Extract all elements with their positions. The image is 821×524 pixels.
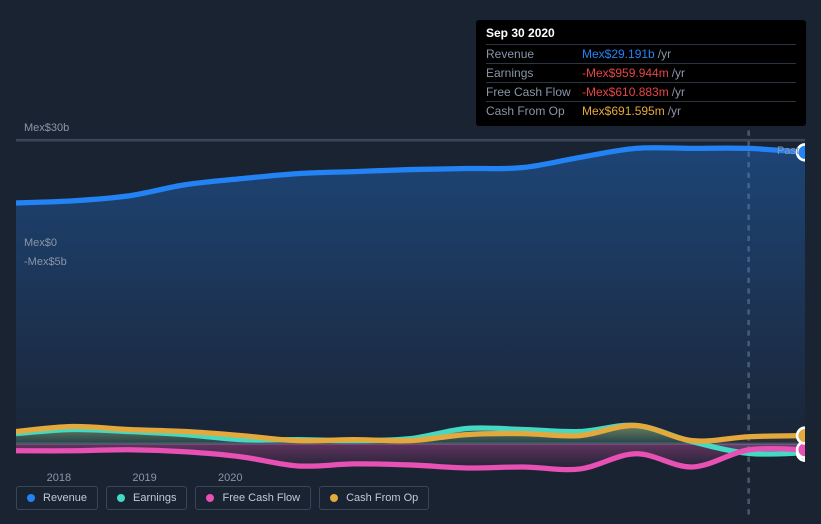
legend-dot <box>206 494 214 502</box>
legend-item[interactable]: Revenue <box>16 486 98 510</box>
tooltip-row-value: Mex$691.595m <box>582 104 665 118</box>
y-axis-label: Mex$0 <box>24 237 57 249</box>
legend-dot <box>330 494 338 502</box>
tooltip-row: Cash From OpMex$691.595m/yr <box>486 101 796 120</box>
x-axis-label: 2019 <box>132 472 156 484</box>
legend-label: Free Cash Flow <box>222 492 300 504</box>
tooltip-date: Sep 30 2020 <box>486 26 796 44</box>
y-axis-label: Mex$30b <box>24 122 69 134</box>
tooltip-row-value: -Mex$959.944m <box>582 66 669 80</box>
tooltip-row-unit: /yr <box>658 47 671 61</box>
tooltip-row-value: -Mex$610.883m <box>582 85 669 99</box>
chart: Mex$30bMex$0-Mex$5b 201820192020 Past <box>16 120 805 464</box>
legend-label: Earnings <box>133 492 176 504</box>
tooltip-row-label: Free Cash Flow <box>486 85 582 99</box>
legend-item[interactable]: Free Cash Flow <box>195 486 311 510</box>
legend-dot <box>27 494 35 502</box>
tooltip-panel: Sep 30 2020 RevenueMex$29.191b/yrEarning… <box>476 20 806 126</box>
tooltip-row: RevenueMex$29.191b/yr <box>486 44 796 63</box>
x-axis-label: 2018 <box>47 472 71 484</box>
tooltip-row-label: Cash From Op <box>486 104 582 118</box>
legend-label: Revenue <box>43 492 87 504</box>
tooltip-row: Free Cash Flow-Mex$610.883m/yr <box>486 82 796 101</box>
tooltip-row-label: Earnings <box>486 66 582 80</box>
past-label: Past <box>777 145 799 157</box>
tooltip-row: Earnings-Mex$959.944m/yr <box>486 63 796 82</box>
y-axis-label: -Mex$5b <box>24 256 67 268</box>
tooltip-row-unit: /yr <box>668 104 681 118</box>
tooltip-row-value: Mex$29.191b <box>582 47 655 61</box>
legend: Revenue Earnings Free Cash Flow Cash From O… <box>16 486 429 510</box>
chart-plot[interactable] <box>16 120 805 515</box>
legend-dot <box>117 494 125 502</box>
x-axis-label: 2020 <box>218 472 242 484</box>
legend-label: Cash From Op <box>346 492 418 504</box>
legend-item[interactable]: Cash From Op <box>319 486 429 510</box>
tooltip-row-unit: /yr <box>672 66 685 80</box>
tooltip-row-label: Revenue <box>486 47 582 61</box>
legend-item[interactable]: Earnings <box>106 486 187 510</box>
tooltip-row-unit: /yr <box>672 85 685 99</box>
